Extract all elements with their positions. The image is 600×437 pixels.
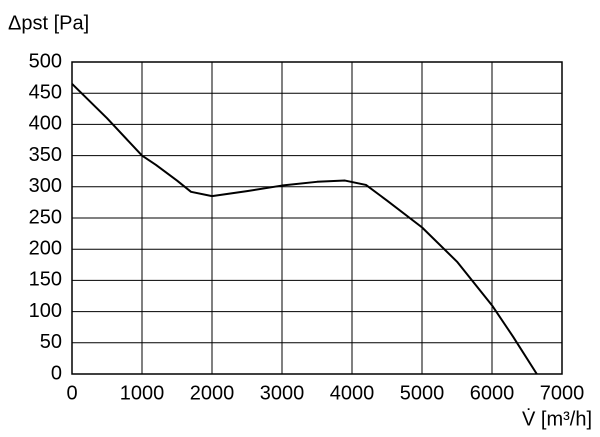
- x-tick-label: 7000: [540, 382, 585, 404]
- curve: [71, 83, 538, 375]
- y-tick-label: 400: [29, 113, 62, 135]
- y-tick-label: 50: [40, 331, 62, 353]
- x-tick-label: 2000: [190, 382, 235, 404]
- y-tick-label: 350: [29, 144, 62, 166]
- x-tick-label: 4000: [330, 382, 375, 404]
- y-axis-label: Δpst [Pa]: [8, 12, 89, 34]
- x-tick-label: 6000: [470, 382, 515, 404]
- y-tick-label: 0: [51, 362, 62, 384]
- x-tick-label: 1000: [120, 382, 165, 404]
- y-tick-label: 450: [29, 81, 62, 103]
- x-tick-label: 5000: [400, 382, 445, 404]
- x-tick-label: 3000: [260, 382, 305, 404]
- y-tick-label: 250: [29, 206, 62, 228]
- y-tick-label: 100: [29, 300, 62, 322]
- x-tick-label: 0: [66, 382, 77, 404]
- y-tick-label: 300: [29, 175, 62, 197]
- y-tick-label: 200: [29, 237, 62, 259]
- x-axis-label: V̇ [m³/h]: [522, 408, 592, 430]
- y-tick-label: 150: [29, 269, 62, 291]
- plot-frame: [71, 61, 563, 375]
- y-tick-label: 500: [29, 50, 62, 72]
